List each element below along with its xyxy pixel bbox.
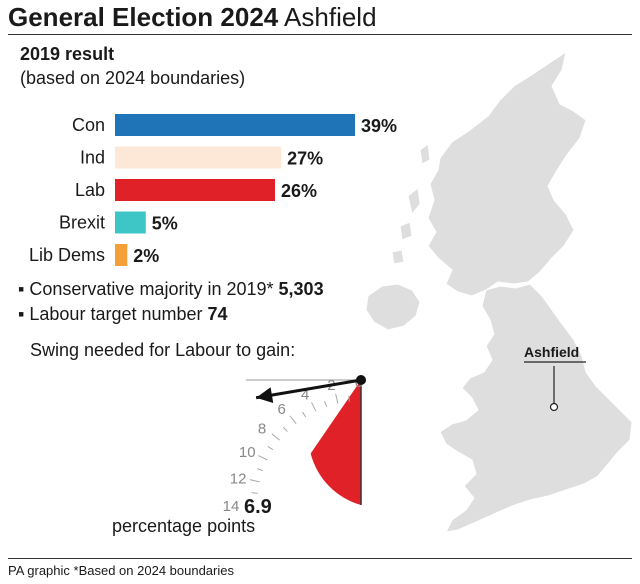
gauge-tick-label: 6 [278,401,286,418]
bar-category-label: Con [72,115,105,135]
gauge-tick [249,479,260,483]
title-divider [8,34,632,35]
result-note: (based on 2024 boundaries) [20,68,246,88]
gauge-tick [282,426,288,432]
bar-category-label: Lib Dems [29,245,105,265]
gauge-needle [255,378,362,400]
swing-value: 6.9 [244,496,272,518]
gauge-tick [257,468,264,472]
swing-unit: percentage points [112,516,256,536]
majority-fact: ▪ Conservative majority in 2019* 5,303 [18,279,324,299]
gauge-tick-label: 8 [258,421,266,438]
map-islands [391,143,431,265]
gauge-tick [267,446,274,451]
bar-category-label: Ind [80,148,105,168]
bar-value-label: 5% [152,214,178,234]
swing-fill-wedge [310,380,361,505]
gauge-tick [302,411,307,418]
map-land [365,50,633,533]
gauge-tick-label: 12 [230,470,247,487]
bar-lib-dems [115,244,128,266]
gauge-tick-label: 4 [301,386,309,403]
gauge-tick [324,401,328,408]
gauge-tick [258,455,268,461]
gauge-needle-arrowhead [256,387,274,403]
bar-con [115,114,355,136]
bar-value-label: 39% [361,116,397,136]
gauge-tick [271,433,281,441]
gauge-tick-label: 10 [239,444,256,461]
bar-value-label: 2% [133,246,159,266]
map-northern-ireland [365,283,421,331]
bar-category-label: Brexit [59,213,105,233]
chart-title: General Election 2024 Ashfield [8,2,377,32]
gauge-tick [289,415,297,425]
bar-brexit [115,211,146,234]
gauge-tick [311,402,317,412]
gauge-pivot [356,375,366,385]
ashfield-marker [549,402,559,412]
gauge-tick-label: 14 [223,498,240,515]
footer-source: PA graphic *Based on 2024 boundaries [8,563,234,578]
footer-divider [8,558,632,559]
gauge-tick [348,395,350,402]
map-england-wales [439,283,633,533]
gauge-tick [335,393,339,404]
map-label-ashfield: Ashfield [524,344,580,360]
gauge-tick [251,492,258,494]
swing-title: Swing needed for Labour to gain: [30,340,296,360]
bar-ind [115,146,282,169]
target-fact: ▪ Labour target number 74 [18,304,228,324]
result-heading: 2019 result [20,44,115,64]
bar-value-label: 26% [281,181,317,201]
bar-value-label: 27% [287,149,323,169]
bar-chart: Con 39% Ind 27% Lab 26% Brexit 5% Lib Dems 2% [29,114,397,266]
bar-category-label: Lab [75,180,105,200]
bar-lab [115,179,275,201]
map-scotland [427,50,587,297]
